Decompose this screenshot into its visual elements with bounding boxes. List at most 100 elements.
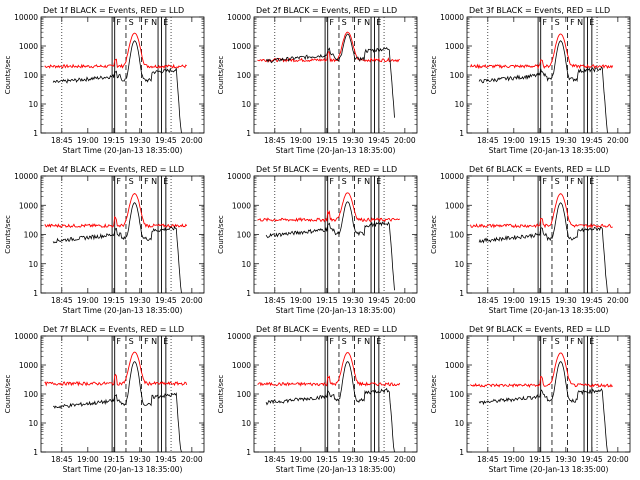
x-tick-label: 19:00 [503, 455, 525, 464]
marker-letter: F [329, 337, 334, 346]
marker-letter: E [376, 337, 381, 346]
x-tick-label: 18:45 [264, 296, 286, 305]
marker-letter: F [542, 337, 547, 346]
y-tick-label: 10000 [14, 332, 38, 341]
panel-8: Det 8f BLACK = Events, RED = LLD 1 10 100 10… [217, 325, 418, 474]
marker-letter: F [116, 337, 121, 346]
x-tick-label: 19:15 [103, 136, 125, 145]
y-tick-label: 1 [33, 129, 38, 138]
y-axis-label: Counts/sec [4, 215, 12, 254]
marker-letter: N [364, 18, 370, 27]
marker-letter: F [542, 18, 547, 27]
x-tick-label: 19:00 [77, 136, 99, 145]
x-axis-label: Start Time (20-Jan-13 18:35:00) [276, 465, 396, 474]
x-tick-label: 19:30 [129, 455, 151, 464]
marker-letter: F [357, 337, 362, 346]
panel-5: Det 5f BLACK = Events, RED = LLD 1 10 100 10… [217, 165, 418, 315]
y-tick-label: 100 [24, 71, 39, 80]
x-tick-label: 18:45 [264, 455, 286, 464]
marker-letter: F [570, 18, 575, 27]
y-tick-label: 100 [450, 390, 465, 399]
x-tick-label: 19:15 [316, 455, 338, 464]
panel-title: Det 3f BLACK = Events, RED = LLD [469, 6, 610, 15]
x-tick-label: 19:30 [342, 296, 364, 305]
y-tick-label: 1000 [232, 42, 251, 51]
y-tick-label: 100 [237, 390, 252, 399]
y-tick-label: 10000 [227, 172, 251, 181]
x-tick-label: 19:00 [290, 136, 312, 145]
x-tick-label: 18:45 [51, 455, 73, 464]
x-axis-label: Start Time (20-Jan-13 18:35:00) [489, 146, 609, 155]
x-tick-label: 19:45 [581, 136, 603, 145]
x-tick-label: 19:15 [529, 296, 551, 305]
x-tick-label: 19:30 [129, 136, 151, 145]
marker-letter: N [151, 18, 157, 27]
marker-letter: S [555, 18, 560, 27]
y-tick-label: 1000 [19, 201, 38, 210]
marker-letter: F [329, 177, 334, 186]
lld-series-line [470, 352, 613, 388]
x-tick-label: 19:45 [155, 455, 177, 464]
marker-letter: S [129, 177, 134, 186]
panel-title: Det 6f BLACK = Events, RED = LLD [469, 165, 610, 174]
marker-letter: F [570, 177, 575, 186]
marker-letter: N [151, 337, 157, 346]
marker-letter: E [589, 337, 594, 346]
y-tick-label: 1 [459, 448, 464, 457]
panel-2: Det 2f BLACK = Events, RED = LLD 1 10 100 10… [217, 6, 418, 155]
x-tick-label: 19:15 [316, 136, 338, 145]
x-axis-label: Start Time (20-Jan-13 18:35:00) [63, 465, 183, 474]
lld-series-line [44, 192, 188, 229]
marker-letter: E [376, 18, 381, 27]
marker-letter: N [364, 337, 370, 346]
x-tick-label: 19:30 [342, 136, 364, 145]
marker-letter: N [364, 177, 370, 186]
marker-letter: N [151, 177, 157, 186]
x-axis-label: Start Time (20-Jan-13 18:35:00) [276, 306, 396, 315]
y-axis-label: Counts/sec [430, 56, 438, 95]
y-tick-label: 10 [241, 260, 251, 269]
y-tick-label: 1 [459, 289, 464, 298]
marker-letter: F [570, 337, 575, 346]
y-tick-label: 10 [241, 419, 251, 428]
y-axis-label: Counts/sec [430, 215, 438, 254]
marker-letter: E [163, 18, 168, 27]
events-series-line [478, 40, 608, 134]
x-tick-label: 18:45 [477, 296, 499, 305]
y-tick-label: 1000 [19, 42, 38, 51]
x-tick-label: 19:45 [368, 136, 390, 145]
panel-7: Det 7f BLACK = Events, RED = LLD 1 10 100 10… [4, 325, 205, 474]
y-tick-label: 10 [28, 100, 38, 109]
x-axis-label: Start Time (20-Jan-13 18:35:00) [276, 146, 396, 155]
x-tick-label: 20:00 [181, 455, 203, 464]
y-tick-label: 1000 [445, 361, 464, 370]
x-tick-label: 19:30 [342, 455, 364, 464]
marker-letter: E [589, 18, 594, 27]
events-series-line [478, 202, 608, 294]
y-tick-label: 100 [237, 71, 252, 80]
y-tick-label: 100 [24, 390, 39, 399]
y-tick-label: 1 [246, 289, 251, 298]
y-axis-label: Counts/sec [4, 56, 12, 95]
panel-title: Det 4f BLACK = Events, RED = LLD [43, 165, 184, 174]
y-tick-label: 10 [454, 260, 464, 269]
y-tick-label: 10000 [227, 332, 251, 341]
y-tick-label: 1000 [19, 361, 38, 370]
events-series-line [478, 361, 608, 453]
marker-letter: E [163, 177, 168, 186]
x-tick-label: 19:45 [155, 136, 177, 145]
y-tick-label: 1000 [445, 201, 464, 210]
y-tick-label: 1000 [232, 201, 251, 210]
x-axis-label: Start Time (20-Jan-13 18:35:00) [489, 306, 609, 315]
events-series-line [265, 33, 395, 118]
x-tick-label: 20:00 [607, 296, 629, 305]
y-tick-label: 10000 [14, 172, 38, 181]
events-series-line [53, 361, 182, 453]
x-tick-label: 19:00 [503, 296, 525, 305]
x-tick-label: 18:45 [477, 136, 499, 145]
y-tick-label: 1 [33, 448, 38, 457]
x-tick-label: 19:45 [581, 455, 603, 464]
y-tick-label: 10000 [14, 13, 38, 22]
marker-letter: F [144, 177, 149, 186]
